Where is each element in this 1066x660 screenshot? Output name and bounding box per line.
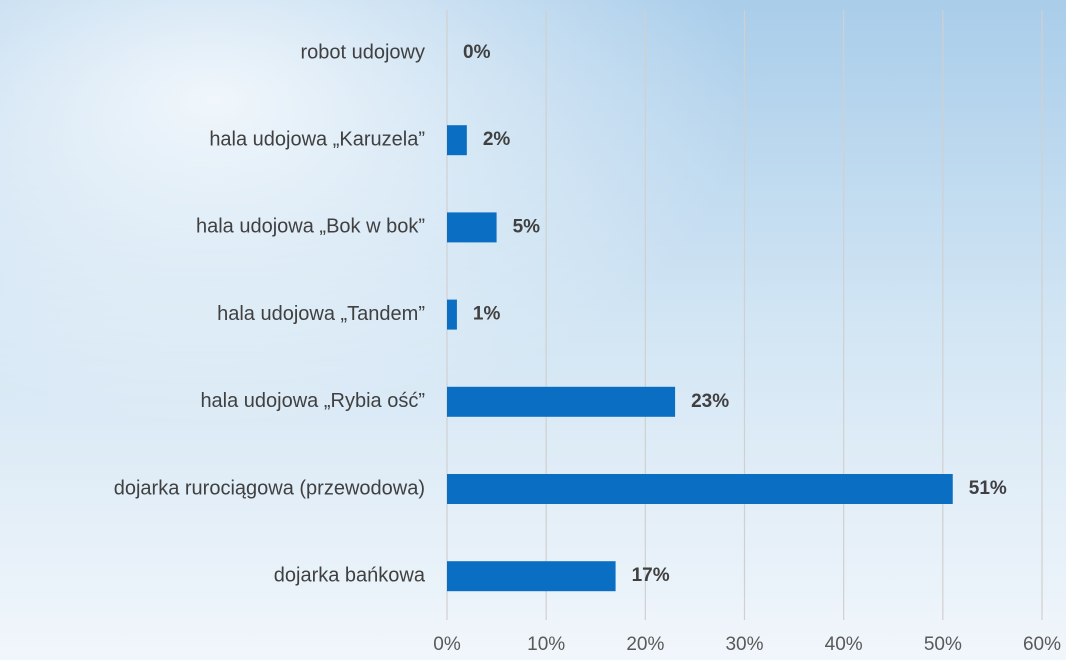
bar	[447, 125, 467, 156]
y-tick-label: dojarka rurociągowa (przewodowa)	[114, 477, 425, 499]
x-tick-label: 10%	[527, 634, 565, 655]
data-label: 51%	[969, 478, 1007, 499]
y-tick-label: hala udojowa „Karuzela”	[209, 128, 425, 150]
data-label: 23%	[691, 391, 729, 412]
data-label: 17%	[632, 565, 670, 586]
bar	[447, 561, 616, 592]
data-label: 0%	[463, 42, 491, 63]
bar	[447, 386, 676, 417]
y-tick-label: hala udojowa „Bok w bok”	[196, 216, 425, 238]
x-tick-label: 20%	[626, 634, 664, 655]
bar	[447, 299, 457, 330]
y-tick-label: hala udojowa „Rybia ość”	[200, 390, 425, 412]
data-label: 2%	[483, 129, 511, 150]
x-tick-label: 0%	[433, 634, 461, 655]
y-tick-label: dojarka bańkowa	[274, 564, 426, 586]
x-tick-label: 40%	[825, 634, 863, 655]
data-label: 1%	[473, 304, 501, 325]
x-tick-label: 60%	[1023, 634, 1061, 655]
bar	[447, 212, 497, 243]
x-tick-label: 50%	[924, 634, 962, 655]
x-tick-label: 30%	[725, 634, 763, 655]
y-tick-label: hala udojowa „Tandem”	[217, 303, 425, 325]
data-label: 5%	[513, 216, 541, 237]
y-tick-label: robot udojowy	[300, 41, 425, 63]
bar	[447, 474, 953, 504]
